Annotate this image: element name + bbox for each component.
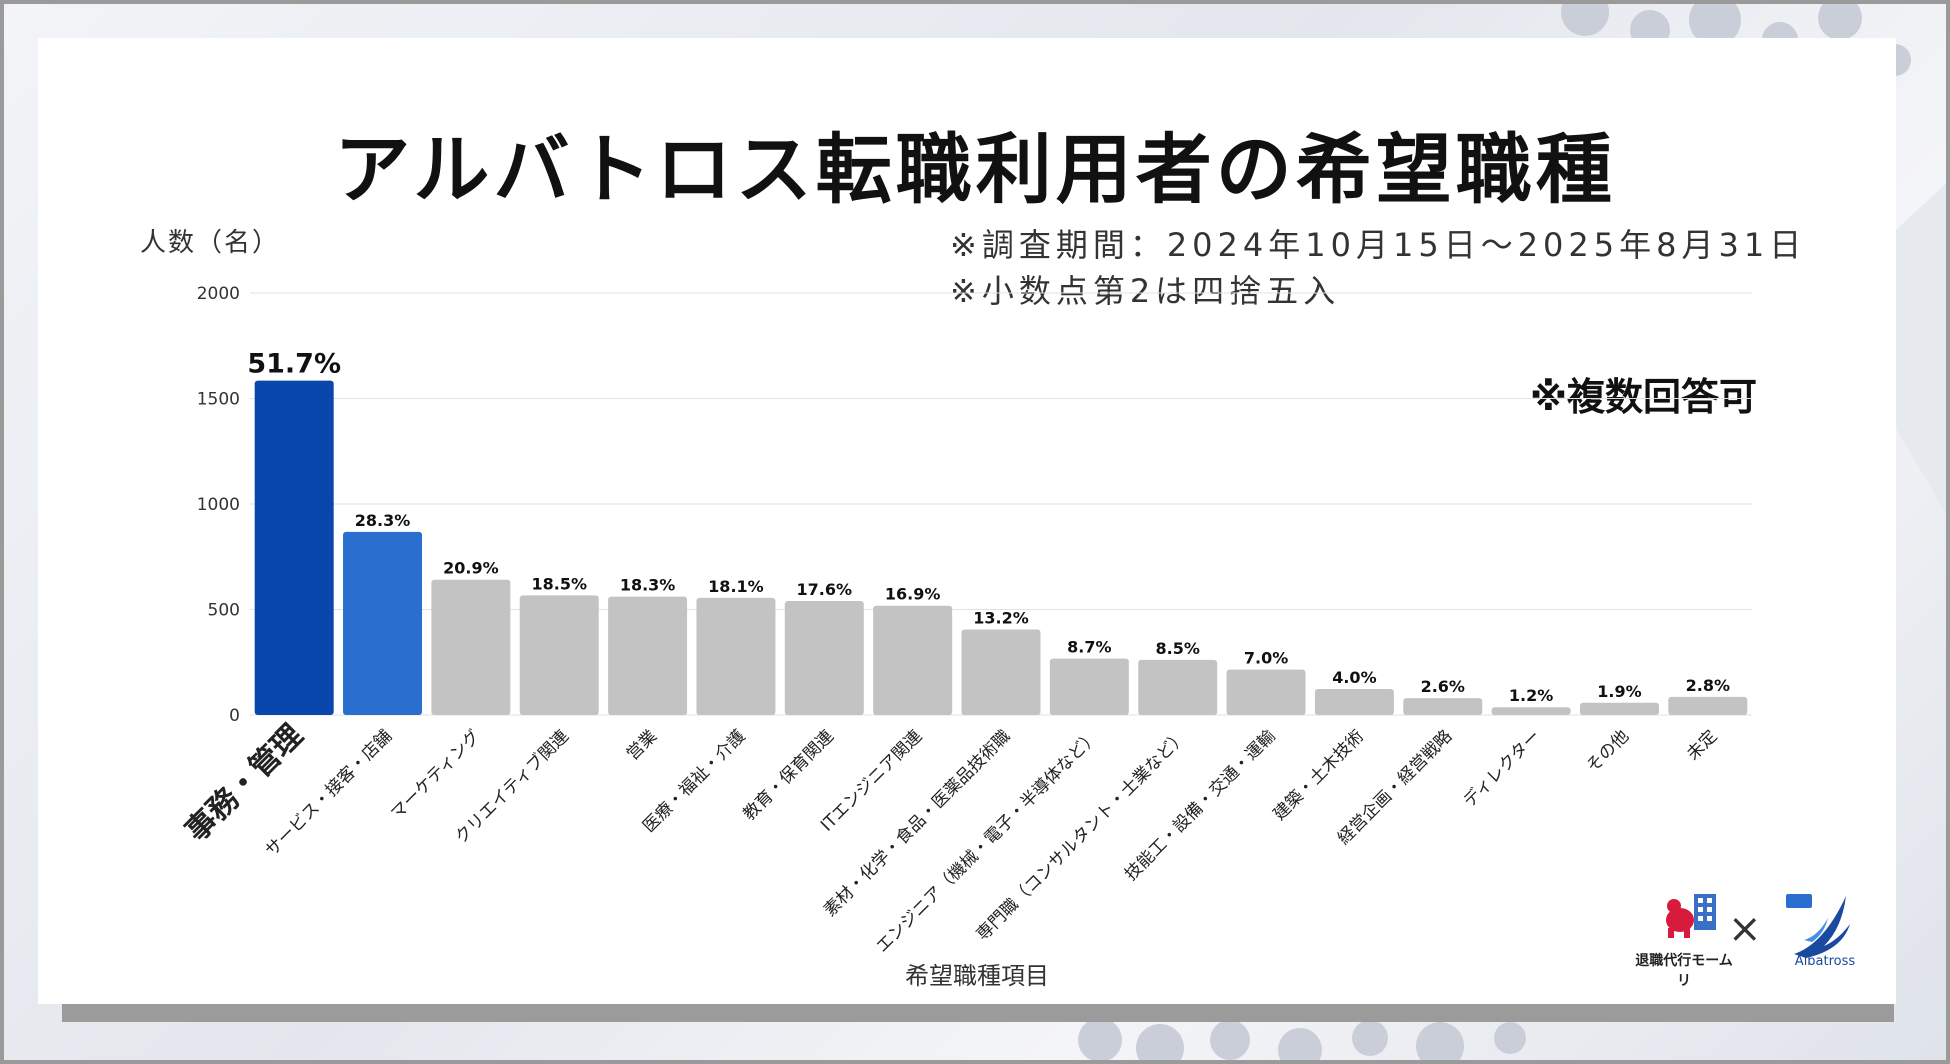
- rounding-note: ※小数点第2は四捨五入: [950, 272, 1341, 310]
- survey-period-note: ※調査期間：2024年10月15日～2025年8月31日: [950, 226, 1807, 264]
- chart-card: [38, 38, 1896, 1004]
- y-tick-label: 2000: [197, 284, 240, 304]
- y-tick-label: 500: [208, 601, 240, 621]
- data-label-15: 1.9%: [1597, 682, 1641, 701]
- collab-times-sign: ×: [1728, 906, 1762, 952]
- data-label-3: 18.5%: [531, 574, 587, 593]
- data-label-13: 2.6%: [1421, 677, 1465, 696]
- bar-9: [1049, 658, 1129, 715]
- category-label-14: ディレクター: [1459, 726, 1545, 812]
- bar-11: [1226, 669, 1306, 715]
- bar-14: [1491, 707, 1571, 715]
- bar-12: [1314, 689, 1394, 715]
- data-label-8: 13.2%: [973, 609, 1029, 628]
- y-tick-label: 1000: [197, 495, 240, 515]
- category-label-15: その他: [1583, 726, 1633, 776]
- y-axis-label: 人数（名）: [140, 228, 281, 258]
- data-label-14: 1.2%: [1509, 686, 1553, 705]
- category-label-11: 技能工・設備・交通・運輸: [1121, 726, 1279, 884]
- category-label-6: 教育・保育関連: [740, 726, 838, 824]
- data-label-10: 8.5%: [1156, 639, 1200, 658]
- data-label-12: 4.0%: [1332, 668, 1376, 687]
- bar-3: [519, 595, 599, 715]
- albatross-logo: [1786, 894, 1850, 958]
- category-label-8: 素材・化学・食品・医薬品技術職: [820, 726, 1014, 920]
- data-label-5: 18.1%: [708, 577, 764, 596]
- momuri-logo: [1666, 894, 1716, 938]
- y-tick-label: 0: [229, 706, 240, 726]
- data-label-7: 16.9%: [885, 585, 941, 604]
- data-label-0: 51.7%: [247, 349, 341, 380]
- category-label-16: 未定: [1683, 726, 1721, 764]
- bar-15: [1579, 702, 1659, 715]
- bar-7: [873, 605, 953, 715]
- data-label-6: 17.6%: [797, 580, 853, 599]
- y-tick-label: 1500: [197, 390, 240, 410]
- bar-1: [343, 531, 423, 715]
- bar-4: [608, 596, 688, 715]
- bar-2: [431, 579, 511, 715]
- category-label-2: マーケティング: [387, 726, 484, 823]
- bar-5: [696, 597, 776, 715]
- data-label-9: 8.7%: [1067, 638, 1111, 657]
- momuri-logo-text: 退職代行モームリ: [1635, 953, 1733, 989]
- albatross-logo-text: Albatross: [1794, 954, 1856, 969]
- data-label-1: 28.3%: [355, 511, 411, 530]
- x-axis-label: 希望職種項目: [905, 962, 1049, 990]
- data-label-4: 18.3%: [620, 576, 676, 595]
- bar-0: [254, 380, 334, 715]
- bar-10: [1138, 659, 1218, 715]
- bar-16: [1668, 696, 1748, 715]
- bar-13: [1403, 698, 1483, 715]
- bar-6: [784, 601, 864, 715]
- category-label-4: 営業: [623, 726, 661, 764]
- category-label-12: 建築・土木技術: [1270, 726, 1368, 824]
- data-label-16: 2.8%: [1686, 676, 1730, 695]
- chart-title: アルバトロス転職利用者の希望職種: [334, 125, 1616, 214]
- multiple-answers-note: ※複数回答可: [1530, 375, 1757, 419]
- data-label-11: 7.0%: [1244, 649, 1288, 668]
- bar-8: [961, 629, 1041, 715]
- data-label-2: 20.9%: [443, 559, 499, 578]
